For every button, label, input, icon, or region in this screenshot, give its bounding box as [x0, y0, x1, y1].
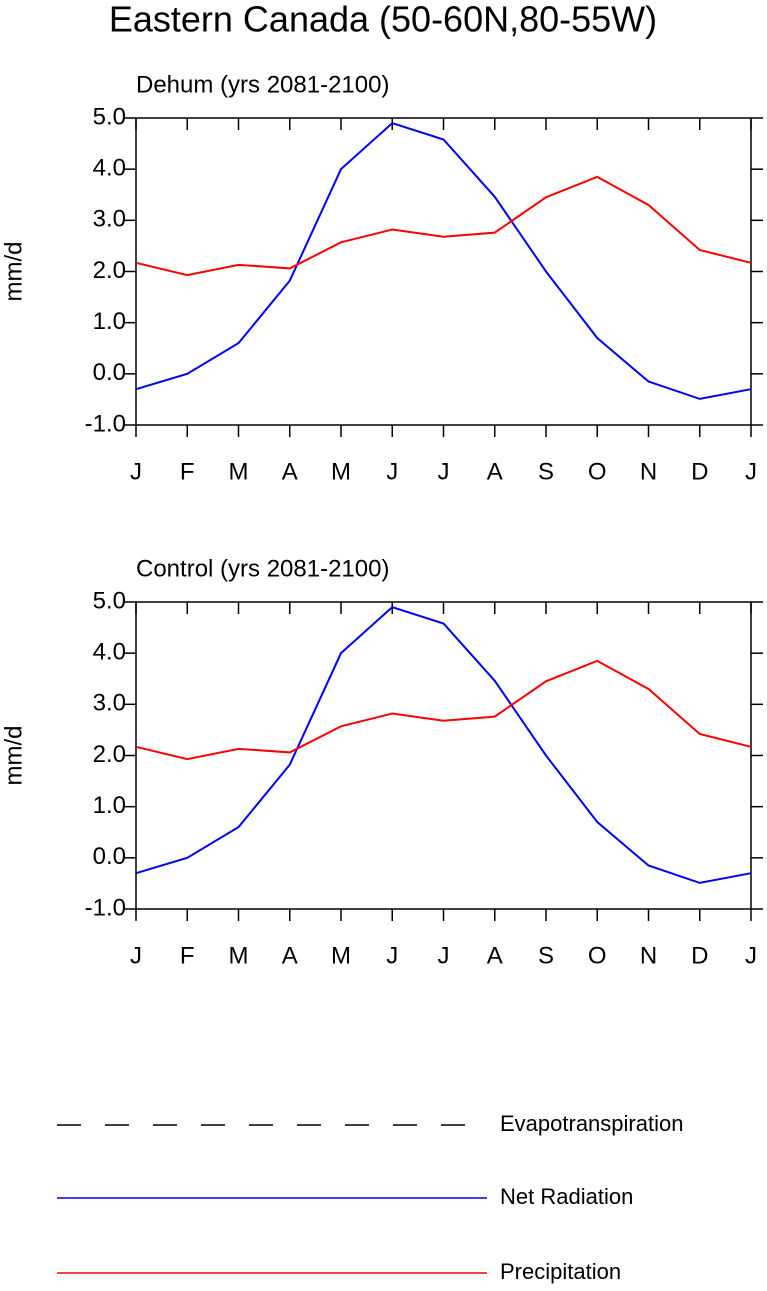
- y-tick-label: 3.0: [93, 690, 126, 717]
- page-title: Eastern Canada (50-60N,80-55W): [109, 0, 657, 40]
- x-tick-label: J: [438, 458, 450, 485]
- x-tick-label: J: [438, 942, 450, 969]
- x-tick-label: A: [282, 458, 298, 485]
- plot-frame: [135, 117, 752, 426]
- x-tick-label: F: [180, 942, 195, 969]
- x-tick-label: M: [331, 942, 351, 969]
- x-tick-label: J: [130, 942, 142, 969]
- y-tick-label: 2.0: [93, 257, 126, 284]
- x-tick-label: J: [745, 458, 757, 485]
- x-tick-label: M: [331, 458, 351, 485]
- y-tick-label: -1.0: [85, 410, 126, 437]
- x-tick-label: N: [640, 458, 657, 485]
- x-tick-label: J: [130, 458, 142, 485]
- x-tick-label: O: [588, 942, 607, 969]
- legend-label: Net Radiation: [500, 1184, 633, 1209]
- x-tick-label: J: [386, 942, 398, 969]
- x-tick-label: S: [538, 942, 554, 969]
- x-tick-label: M: [229, 458, 249, 485]
- y-tick-label: 4.0: [93, 639, 126, 666]
- y-tick-label: 5.0: [93, 587, 126, 614]
- legend-label: Precipitation: [500, 1259, 621, 1284]
- legend-label: Evapotranspiration: [500, 1111, 683, 1136]
- x-tick-label: A: [487, 942, 503, 969]
- series-line: [135, 175, 752, 277]
- y-tick-label: 1.0: [93, 792, 126, 819]
- x-tick-label: M: [229, 942, 249, 969]
- y-tick-label: 1.0: [93, 308, 126, 335]
- y-axis-label: mm/d: [0, 726, 27, 786]
- y-tick-label: 5.0: [93, 103, 126, 130]
- series-line: [135, 121, 752, 400]
- x-tick-label: A: [487, 458, 503, 485]
- y-axis-label: mm/d: [0, 242, 27, 302]
- x-tick-label: S: [538, 458, 554, 485]
- y-tick-label: 0.0: [93, 843, 126, 870]
- series-line: [135, 605, 752, 884]
- y-tick-label: 4.0: [93, 155, 126, 182]
- x-tick-label: D: [691, 942, 708, 969]
- x-tick-label: F: [180, 458, 195, 485]
- y-tick-label: 2.0: [93, 741, 126, 768]
- plot-frame: [135, 601, 752, 910]
- chart-title: Dehum (yrs 2081-2100): [136, 71, 389, 98]
- x-tick-label: O: [588, 458, 607, 485]
- y-tick-label: 0.0: [93, 359, 126, 386]
- series-line: [135, 659, 752, 761]
- x-tick-label: D: [691, 458, 708, 485]
- x-tick-label: J: [745, 942, 757, 969]
- x-tick-label: J: [386, 458, 398, 485]
- y-tick-label: 3.0: [93, 206, 126, 233]
- y-tick-label: -1.0: [85, 894, 126, 921]
- chart-title: Control (yrs 2081-2100): [136, 555, 389, 582]
- x-tick-label: A: [282, 942, 298, 969]
- x-tick-label: N: [640, 942, 657, 969]
